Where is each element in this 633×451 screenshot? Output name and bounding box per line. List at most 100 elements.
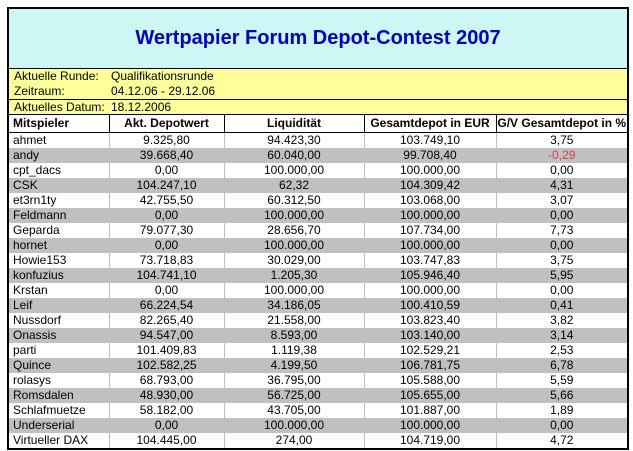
table-row: CSK 104.247,10 62,32 104.309,42 4,31 <box>9 178 627 193</box>
cell-gesamtdepot: 102.529,21 <box>364 343 497 358</box>
table-row: Schlafmuetze 58.182,00 43.705,00 101.887,00… <box>9 403 627 418</box>
cell-mitspieler: parti <box>9 343 110 358</box>
info-label: Aktuelle Runde: <box>14 69 99 83</box>
cell-depotwert: 102.582,25 <box>109 358 225 373</box>
cell-liquiditaet: 274,00 <box>224 433 365 448</box>
cell-gv-prozent: -0,29 <box>496 148 627 163</box>
column-header-mitspieler: Mitspieler <box>9 114 110 133</box>
cell-gesamtdepot: 101.887,00 <box>364 403 497 418</box>
cell-mitspieler: Quince <box>9 358 110 373</box>
cell-gesamtdepot: 105.588,00 <box>364 373 497 388</box>
contest-table: Mitspieler Akt. Depotwert Liquidität Ges… <box>9 114 627 448</box>
cell-gv-prozent: 0,00 <box>496 238 627 253</box>
cell-gv-prozent: 3,75 <box>550 253 574 267</box>
cell-gesamtdepot: 103.823,40 <box>364 313 497 328</box>
cell-gv-prozent: 0,00 <box>496 418 627 433</box>
cell-mitspieler: et3rn1ty <box>9 193 110 208</box>
table-body: ahmet 9.325,80 94.423,30 103.749,10 3,75 andy… <box>9 132 627 448</box>
cell-liquiditaet: 56.725,00 <box>224 388 365 403</box>
cell-gesamtdepot: 100.000,00 <box>364 418 497 433</box>
cell-liquiditaet: 43.705,00 <box>224 403 365 418</box>
cell-depotwert: 66.224,54 <box>109 298 225 313</box>
cell-liquiditaet: 60.040,00 <box>224 148 365 163</box>
cell-mitspieler: hornet <box>9 238 110 253</box>
cell-mitspieler: konfuzius <box>9 268 110 283</box>
cell-liquiditaet: 28.656,70 <box>224 223 365 238</box>
table-row: andy 39.668,40 60.040,00 99.708,40 -0,29 <box>9 148 627 163</box>
cell-mitspieler: rolasys <box>9 373 110 388</box>
cell-gv-prozent: 3,07 <box>550 193 574 207</box>
cell-mitspieler: Howie153 <box>9 253 110 268</box>
info-label: Zeitraum: <box>14 84 65 98</box>
cell-gesamtdepot: 104.309,42 <box>364 178 497 193</box>
cell-liquiditaet: 30.029,00 <box>224 253 365 268</box>
info-band: Aktuelle Runde: Qualifikationsrunde Zeit… <box>9 69 627 114</box>
cell-depotwert: 73.718,83 <box>109 253 225 268</box>
table-row: Onassis 94.547,00 8.593,00 103.140,00 3,14 <box>9 328 627 343</box>
info-row-runde: Aktuelle Runde: Qualifikationsrunde <box>9 69 627 84</box>
cell-depotwert: 42.755,50 <box>109 193 225 208</box>
table-row: Nussdorf 82.265,40 21.558,00 103.823,40 3,82 <box>9 313 627 328</box>
page-title: Wertpapier Forum Depot-Contest 2007 <box>135 27 501 49</box>
cell-gesamtdepot: 105.655,00 <box>364 388 497 403</box>
cell-gesamtdepot: 106.781,75 <box>364 358 497 373</box>
cell-liquiditaet: 60.312,50 <box>224 193 365 208</box>
table-row: et3rn1ty 42.755,50 60.312,50 103.068,00 3,07 <box>9 193 627 208</box>
cell-gesamtdepot: 100.000,00 <box>364 208 497 223</box>
cell-depotwert: 94.547,00 <box>109 328 225 343</box>
cell-depotwert: 101.409,83 <box>109 343 225 358</box>
cell-gesamtdepot: 105.946,40 <box>364 268 497 283</box>
cell-mitspieler: Feldmann <box>9 208 110 223</box>
cell-gesamtdepot: 103.749,10 <box>364 132 497 148</box>
cell-liquiditaet: 94.423,30 <box>224 132 365 148</box>
cell-mitspieler: ahmet <box>9 132 110 148</box>
cell-gesamtdepot: 103.068,00 <box>364 193 497 208</box>
cell-liquiditaet: 62,32 <box>224 178 365 193</box>
cell-mitspieler: Underserial <box>9 418 110 433</box>
cell-liquiditaet: 100.000,00 <box>224 208 365 223</box>
info-value: 18.12.2006 <box>111 100 172 114</box>
cell-liquiditaet: 21.558,00 <box>224 313 365 328</box>
cell-depotwert: 104.741,10 <box>109 268 225 283</box>
contest-report: Wertpapier Forum Depot-Contest 2007 Aktu… <box>7 7 629 450</box>
table-row: Romsdalen 48.930,00 56.725,00 105.655,00 5,6… <box>9 388 627 403</box>
info-row-datum: Aktuelles Datum: 18.12.2006 <box>9 99 627 114</box>
cell-gesamtdepot: 103.747,83 <box>364 253 497 268</box>
cell-gesamtdepot: 100.410,59 <box>364 298 497 313</box>
cell-mitspieler: Leif <box>9 298 110 313</box>
cell-gv-prozent: 5,66 <box>496 388 627 403</box>
cell-gv-prozent: 5,95 <box>496 268 627 283</box>
cell-depotwert: 104.247,10 <box>109 178 225 193</box>
cell-gv-prozent: 4,31 <box>496 178 627 193</box>
cell-gesamtdepot: 100.000,00 <box>364 238 497 253</box>
cell-depotwert: 39.668,40 <box>109 148 225 163</box>
cell-liquiditaet: 1.205,30 <box>224 268 365 283</box>
cell-gv-prozent: 4,72 <box>550 433 574 447</box>
table-row: Virtueller DAX 104.445,00 274,00 104.719,00… <box>9 433 627 448</box>
cell-mitspieler: Schlafmuetze <box>9 403 110 418</box>
cell-gv-prozent: 3,75 <box>550 133 574 147</box>
table-row: hornet 0,00 100.000,00 100.000,00 0,00 <box>9 238 627 253</box>
cell-liquiditaet: 8.593,00 <box>224 328 365 343</box>
cell-gv-prozent: 2,53 <box>550 343 574 357</box>
cell-gv-prozent: 6,78 <box>496 358 627 373</box>
cell-gesamtdepot: 104.719,00 <box>364 433 497 448</box>
cell-gv-prozent: 1,89 <box>550 403 574 417</box>
cell-depotwert: 82.265,40 <box>109 313 225 328</box>
table-row: Geparda 79.077,30 28.656,70 107.734,00 7,73 <box>9 223 627 238</box>
table-row: Feldmann 0,00 100.000,00 100.000,00 0,00 <box>9 208 627 223</box>
cell-gv-prozent: 3,82 <box>550 313 574 327</box>
cell-depotwert: 0,00 <box>109 238 225 253</box>
info-value: 04.12.06 - 29.12.06 <box>111 84 216 98</box>
cell-liquiditaet: 36.795,00 <box>224 373 365 388</box>
cell-gv-prozent: 7,73 <box>550 223 574 237</box>
cell-liquiditaet: 100.000,00 <box>224 238 365 253</box>
cell-gv-prozent: 0,00 <box>550 283 574 297</box>
table-row: Howie153 73.718,83 30.029,00 103.747,83 3,75 <box>9 253 627 268</box>
cell-liquiditaet: 1.119,38 <box>224 343 365 358</box>
cell-gv-prozent: 3,14 <box>496 328 627 343</box>
table-row: Krstan 0,00 100.000,00 100.000,00 0,00 <box>9 283 627 298</box>
cell-gesamtdepot: 100.000,00 <box>364 283 497 298</box>
cell-mitspieler: Geparda <box>9 223 110 238</box>
cell-depotwert: 104.445,00 <box>109 433 225 448</box>
